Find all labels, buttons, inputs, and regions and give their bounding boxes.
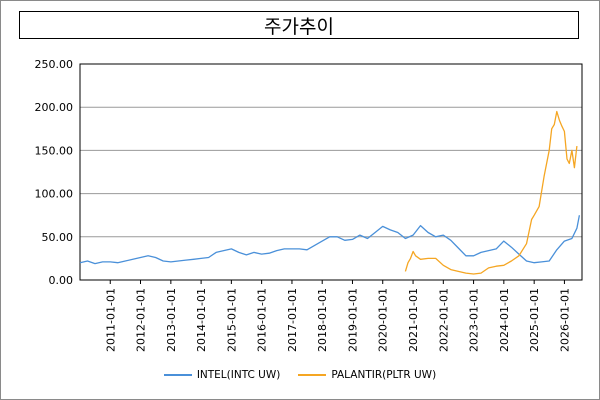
legend-swatch-intel [163,374,192,376]
x-tick-label: 2017-01-01 [286,288,299,352]
x-tick-label: 2013-01-01 [165,288,178,352]
x-tick-label: 2012-01-01 [135,288,148,352]
chart-legend: INTEL(INTC UW) PALANTIR(PLTR UW) [0,366,600,384]
x-tick-label: 2018-01-01 [316,288,329,352]
y-tick-label: 150.00 [35,144,74,157]
x-tick-label: 2016-01-01 [256,288,269,352]
x-tick-label: 2015-01-01 [225,288,238,352]
x-tick-label: 2025-01-01 [528,288,541,352]
y-tick-label: 200.00 [35,101,74,114]
legend-item-intel: INTEL(INTC UW) [163,369,281,381]
y-tick-label: 0.00 [49,274,74,287]
x-tick-label: 2022-01-01 [437,288,450,352]
x-tick-label: 2014-01-01 [195,288,208,352]
x-tick-label: 2020-01-01 [377,288,390,352]
y-tick-label: 250.00 [35,58,74,71]
x-tick-label: 2011-01-01 [104,288,117,352]
x-tick-label: 2024-01-01 [498,288,511,352]
intel-series-line [79,215,581,265]
legend-label-palantir: PALANTIR(PLTR UW) [331,369,437,381]
legend-swatch-palantir [298,374,327,376]
x-tick-label: 2023-01-01 [468,288,481,352]
palantir-series-line [404,110,578,275]
legend-item-palantir: PALANTIR(PLTR UW) [298,369,436,381]
legend-label-intel: INTEL(INTC UW) [196,369,281,381]
y-tick-label: 100.00 [35,188,74,201]
y-tick-label: 50.00 [42,231,74,244]
x-tick-label: 2021-01-01 [407,288,420,352]
x-tick-label: 2026-01-01 [558,288,571,352]
plot-area [79,63,583,281]
chart-title: 주가추이 [19,11,579,39]
x-tick-label: 2019-01-01 [346,288,359,352]
